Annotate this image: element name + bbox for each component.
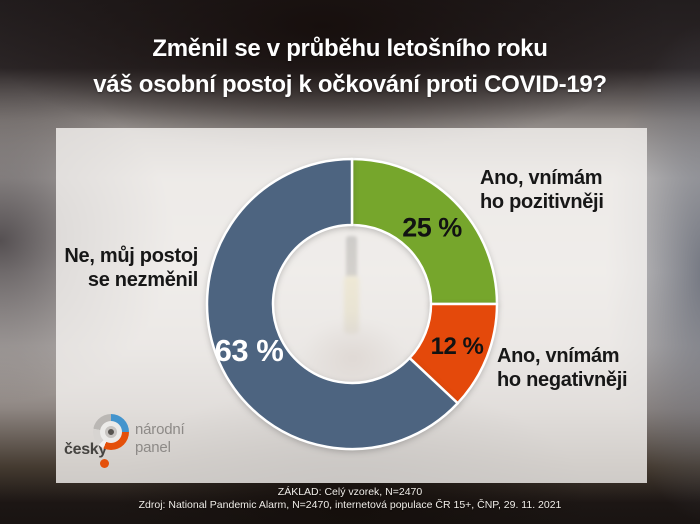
segment-label-no-change-line2: se nezměnil: [87, 269, 198, 291]
footer-base-line: ZÁKLAD: Celý vzorek, N=2470: [277, 486, 423, 498]
cesky-narodni-panel-logo: český národní panel: [64, 413, 204, 475]
footer: ZÁKLAD: Celý vzorek, N=2470 Zdroj: Natio…: [0, 486, 700, 512]
donut-segment-no_change: [205, 157, 459, 451]
segment-label-negative-line1: Ano, vnímám: [497, 345, 620, 367]
value-label-positive: 25 %: [402, 212, 462, 243]
logo-name-text: národní panel: [135, 421, 185, 457]
logo-name-line2: panel: [135, 439, 171, 456]
segment-label-negative: Ano, vnímám ho negativněji: [497, 344, 628, 392]
value-label-negative: 12 %: [430, 333, 484, 360]
title-line2: váš osobní postoj k očkování proti COVID…: [93, 71, 607, 98]
footer-source-line: Zdroj: National Pandemic Alarm, N=2470, …: [138, 499, 562, 511]
donut-segment-positive: [350, 157, 499, 306]
logo-cesky-text: český: [64, 441, 107, 458]
segment-label-negative-line2: ho negativněji: [497, 369, 628, 391]
page-title: Změnil se v průběhu letošního roku váš o…: [0, 31, 700, 103]
segment-label-positive-line1: Ano, vnímám: [480, 167, 603, 189]
value-label-no-change: 63 %: [214, 333, 284, 368]
logo-question-dot-icon: [100, 459, 109, 468]
logo-question-mark-icon: [93, 414, 129, 450]
segment-label-positive: Ano, vnímám ho pozitivněji: [480, 166, 604, 214]
segment-label-no-change: Ne, můj postoj se nezměnil: [58, 244, 198, 292]
segment-label-positive-line2: ho pozitivněji: [480, 191, 604, 213]
segment-label-no-change-line1: Ne, můj postoj: [64, 245, 198, 267]
logo-name-line1: národní: [135, 421, 185, 438]
title-line1: Změnil se v průběhu letošního roku: [152, 35, 548, 62]
